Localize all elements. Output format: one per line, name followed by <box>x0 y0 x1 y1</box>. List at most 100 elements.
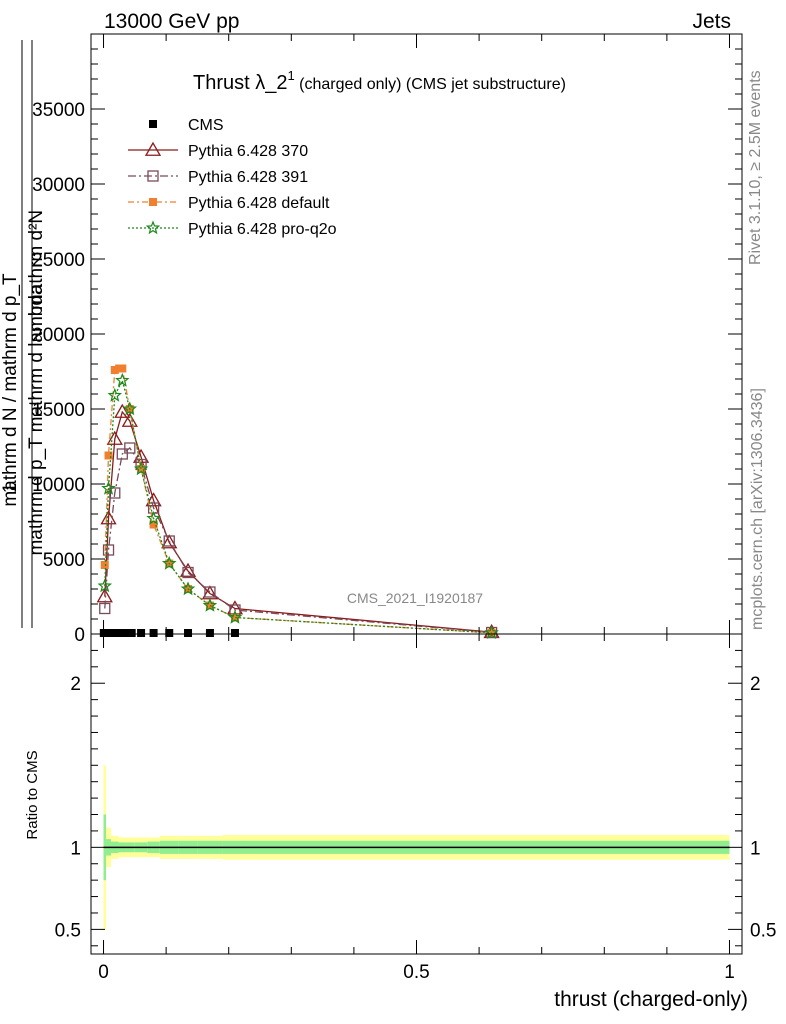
header-right-label: Jets <box>692 10 731 33</box>
main-plot-marks <box>96 364 500 640</box>
plot-title-rest: (charged only) (CMS jet substructure) <box>295 76 566 93</box>
main-plot-panel: 0 5000 10000 15000 20000 25000 30000 35000 CMS_… <box>0 33 743 646</box>
legend-label-p370: Pythia 6.428 370 <box>188 143 308 160</box>
point-pdef <box>104 451 113 460</box>
main-ytick-label: 20000 <box>32 325 85 346</box>
main-ytick-label: 35000 <box>32 100 85 121</box>
main-ytick-label: 0 <box>74 625 85 646</box>
ylabel-denominator-top: mathrm d p_T mathrm d lambda <box>26 284 47 555</box>
point-pdef <box>137 465 146 473</box>
legend-entry-pq2o: Pythia 6.428 pro-q2o <box>128 220 337 238</box>
point-pdef <box>230 613 239 622</box>
ratio-ytick-label-right: 2 <box>750 674 761 695</box>
point-p391 <box>109 487 121 499</box>
header-left-label: 13000 GeV pp <box>104 10 239 33</box>
ratio-ytick-label: 1 <box>70 838 81 859</box>
point-pq2o <box>180 581 196 596</box>
point-cms <box>137 629 146 637</box>
legend-entry-p391: Pythia 6.428 391 <box>128 169 308 186</box>
plot-title-main: Thrust λ_2 <box>193 72 287 94</box>
legend-marker-p391 <box>147 170 159 182</box>
ratio-ytick-label-right: 1 <box>750 838 761 859</box>
main-plot-ticks: 0 5000 10000 15000 20000 25000 30000 35000 <box>32 34 742 646</box>
point-p391 <box>182 566 194 579</box>
point-pdef <box>149 520 158 529</box>
point-pdef <box>100 561 109 569</box>
point-pdef <box>487 628 496 637</box>
point-p391 <box>124 442 136 454</box>
point-pq2o <box>484 625 499 640</box>
ratio-plot-frame <box>90 633 743 955</box>
point-p370 <box>179 562 197 577</box>
legend-marker-pdef <box>149 198 157 206</box>
point-pq2o <box>133 461 149 476</box>
point-pq2o <box>115 372 130 387</box>
main-ytick-label: 10000 <box>32 475 85 496</box>
ratio-ytick-label: 2 <box>70 674 81 695</box>
xtick-label: 0.5 <box>403 962 429 983</box>
legend-marker-pq2o <box>145 220 161 235</box>
main-y-axis-label: mathrm d²N mathrm d p_T mathrm d lambda … <box>0 40 47 628</box>
legend-label-cms: CMS <box>188 117 224 134</box>
legend-entry-p370: Pythia 6.428 370 <box>128 141 308 160</box>
legend-label-p391: Pythia 6.428 391 <box>188 169 308 186</box>
legend-marker-p370 <box>144 141 162 156</box>
main-ytick-label: 15000 <box>32 400 85 421</box>
point-pq2o <box>107 387 123 402</box>
plot-title-superscript: 1 <box>287 68 294 83</box>
legend: CMS Pythia 6.428 370 Pythia 6.428 391 Pythi… <box>128 117 337 238</box>
point-pq2o <box>227 609 243 624</box>
point-cms <box>116 629 125 637</box>
plot-title: Thrust λ_21 (charged only) (CMS jet subs… <box>193 68 566 94</box>
ratio-plot-panel: 0.5 0.5 1 1 2 2 0 0.5 1 Ratio to CMS thrust (cha… <box>24 633 776 1011</box>
point-p391 <box>163 535 175 547</box>
main-ytick-label: 5000 <box>43 550 85 571</box>
xtick-label: 0 <box>98 962 109 983</box>
point-pdef <box>110 366 119 374</box>
point-cms <box>205 629 214 637</box>
ylabel-prefactor: 1 <box>0 483 21 494</box>
point-pq2o <box>101 480 116 495</box>
point-p391 <box>102 544 115 556</box>
point-cms <box>149 629 158 637</box>
series-line-pq2o <box>104 378 492 634</box>
point-cms <box>112 629 121 637</box>
legend-label-pdef: Pythia 6.428 default <box>188 195 330 212</box>
legend-label-pq2o: Pythia 6.428 pro-q2o <box>188 221 337 238</box>
point-pdef <box>205 601 214 610</box>
point-pq2o <box>146 510 161 525</box>
point-p370 <box>161 534 178 549</box>
point-pq2o <box>97 578 113 593</box>
point-cms <box>165 629 174 637</box>
main-ytick-label: 30000 <box>32 175 85 196</box>
point-cms <box>230 629 239 637</box>
point-p370 <box>114 403 131 418</box>
ratio-plot-ticks: 0.5 0.5 1 1 2 2 0 0.5 1 <box>55 634 776 983</box>
main-ytick-label: 25000 <box>32 250 85 271</box>
series-cms <box>99 629 239 637</box>
x-axis-label: thrust (charged-only) <box>554 988 748 1011</box>
ratio-ytick-label: 0.5 <box>55 920 81 941</box>
legend-marker-cms <box>149 120 157 128</box>
rivet-label: Rivet 3.1.10, ≥ 2.5M events <box>747 70 764 265</box>
point-cms <box>127 629 136 637</box>
point-p391 <box>99 602 111 615</box>
point-cms <box>184 629 193 637</box>
analysis-watermark: CMS_2021_I1920187 <box>347 590 483 606</box>
ratio-y-axis-label: Ratio to CMS <box>24 750 41 839</box>
point-pq2o <box>161 555 177 570</box>
series-pq2o <box>97 372 499 640</box>
ylabel-normalisation: mathrm d N / mathrm d p_T <box>0 273 21 507</box>
xtick-label: 1 <box>724 962 735 983</box>
mcplots-label: mcplots.cern.ch [arXiv:1306.3436] <box>749 388 766 630</box>
series-line-p391 <box>104 447 492 634</box>
ratio-ytick-label-right: 0.5 <box>750 920 776 941</box>
point-p391 <box>116 448 128 460</box>
point-cms <box>121 629 130 637</box>
ylabel-numerator-top: mathrm d²N <box>26 210 47 310</box>
series-line-p370 <box>104 410 492 633</box>
point-pdef <box>118 364 127 373</box>
legend-entry-cms: CMS <box>149 117 224 134</box>
point-pq2o <box>202 597 218 612</box>
